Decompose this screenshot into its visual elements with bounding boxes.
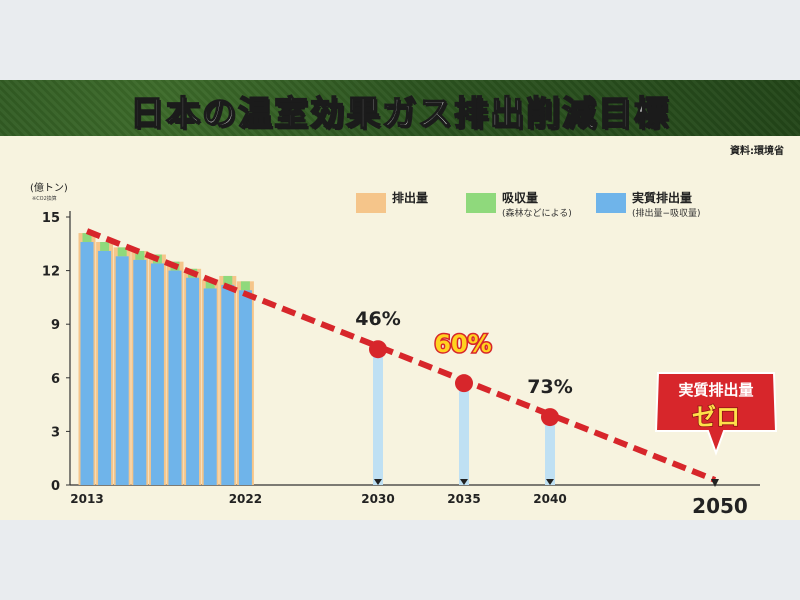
legend-label-absorption: 吸収量 — [502, 191, 538, 205]
absorption-bar — [135, 250, 145, 260]
legend-swatch-emission — [356, 193, 386, 213]
net-emission-bar — [80, 242, 94, 485]
y-unit-label: (億トン) — [30, 181, 68, 194]
y-tick-label: 6 — [51, 372, 60, 387]
legend-label-emission: 排出量 — [392, 190, 428, 205]
net-emission-bar — [133, 259, 147, 485]
net-emission-bar — [203, 288, 217, 485]
absorption-bar — [100, 242, 110, 251]
chart-title: 日本の温室効果ガス排出削減目標 — [129, 93, 670, 135]
trend-line — [85, 228, 717, 483]
x-tick-label: 2030 — [361, 492, 394, 506]
x-tick-label: 2022 — [229, 492, 262, 506]
legend-swatch-absorption — [466, 193, 496, 213]
legend-swatch-net — [596, 193, 626, 213]
y-tick-label: 0 — [51, 479, 60, 494]
x-tick-label: 2050 — [692, 494, 748, 518]
net-emission-bar — [168, 270, 182, 485]
legend-label-net: 実質排出量 — [632, 190, 692, 205]
zero-badge-line1: 実質排出量 — [678, 381, 753, 399]
absorption-bar — [82, 233, 92, 243]
x-tick-label: 2013 — [70, 492, 103, 506]
absorption-bar — [223, 275, 233, 285]
target-pct-label-2030: 46% — [355, 308, 400, 330]
legend-sub-absorption: (森林などによる) — [502, 207, 572, 219]
title-banner: 日本の温室効果ガス排出削減目標 — [0, 80, 800, 136]
y-tick-label: 15 — [42, 211, 60, 226]
absorption-bar — [117, 247, 127, 257]
x-tick-label: 2035 — [447, 492, 480, 506]
chart-svg: 0 3 6 9 12 15 (億トン)※CO2換算 排出量 吸収量 (森林などによる) 実質排出量 (… — [30, 181, 778, 518]
target-bar-2035 — [459, 383, 469, 485]
y-unit-sub: ※CO2換算 — [32, 195, 57, 202]
target-marker-2040 — [541, 408, 559, 427]
target-bar-2040 — [545, 417, 555, 485]
absorption-bar — [240, 281, 250, 291]
net-emission-bar — [221, 284, 235, 485]
target-bar-2030 — [373, 349, 383, 485]
net-emission-bar — [115, 256, 129, 485]
target-marker-2035 — [455, 374, 473, 393]
y-tick-label: 3 — [51, 425, 60, 440]
legend-sub-net: (排出量−吸収量) — [632, 207, 701, 219]
y-tick-label: 12 — [42, 265, 60, 280]
zero-badge — [654, 372, 778, 456]
net-emission-bar — [186, 277, 200, 485]
target-pct-label-2040: 73% — [527, 376, 572, 398]
x-tick-mark — [374, 479, 382, 485]
zero-badge-line2: ゼロ — [692, 403, 740, 431]
y-tick-label: 9 — [51, 318, 60, 333]
net-emission-bar — [150, 263, 164, 485]
x-tick-mark — [460, 479, 468, 485]
target-marker-2030 — [369, 340, 387, 359]
x-tick-mark — [711, 479, 719, 487]
chart-frame: 日本の温室効果ガス排出削減目標 資料:環境省 0 3 6 9 12 15 (億トン) ※CO2… — [0, 80, 800, 520]
source-note: 資料:環境省 — [730, 146, 784, 157]
target-pct-label-2035: 60% — [434, 330, 491, 358]
x-tick-mark — [546, 479, 554, 485]
net-emission-bar — [238, 290, 252, 485]
absorption-bar — [205, 279, 215, 289]
x-tick-label: 2040 — [533, 492, 566, 506]
net-emission-bar — [98, 250, 112, 485]
